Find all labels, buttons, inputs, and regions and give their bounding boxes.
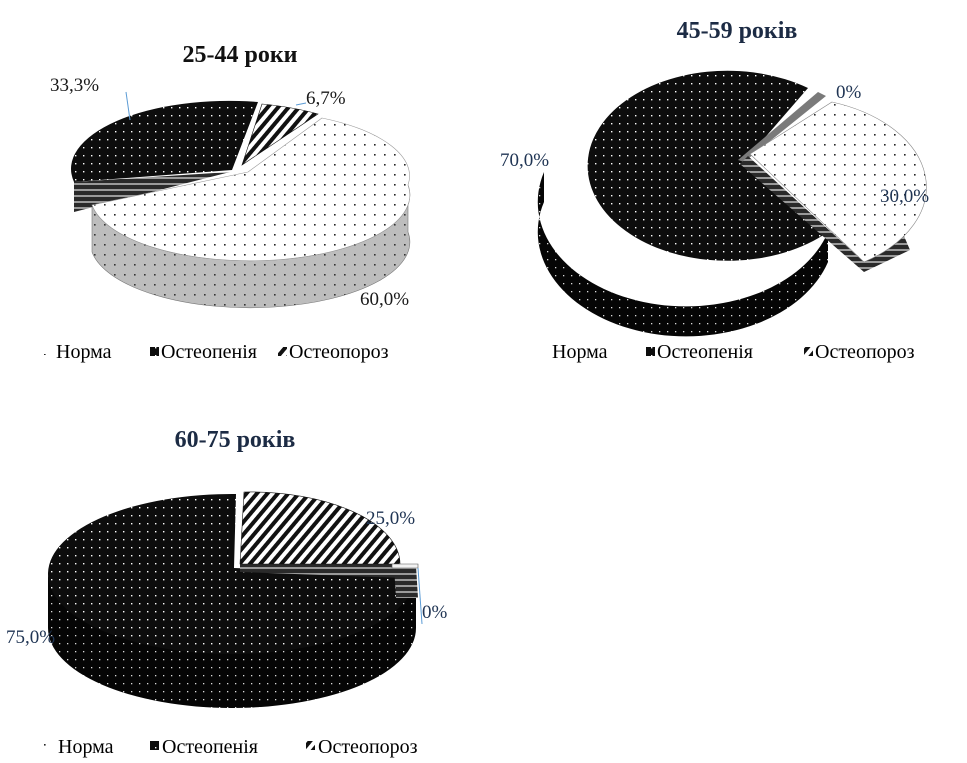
data-label: 6,7% <box>306 88 346 109</box>
legend-label-osteoporoz: Остеопороз <box>318 736 418 758</box>
slice-osteoporoz <box>241 103 319 166</box>
black-swatch-icon <box>646 347 655 356</box>
slice-side-osteopenia <box>48 572 416 708</box>
slice-side-osteopenia <box>537 172 828 337</box>
leader-line <box>295 102 307 106</box>
leader-line <box>125 91 131 121</box>
slice-osteopenia <box>47 493 417 654</box>
data-label: 0% <box>836 82 862 103</box>
data-label: 30,0% <box>880 186 929 207</box>
data-label: 75,0% <box>6 627 55 648</box>
chart-title: 60-75 років <box>175 427 296 453</box>
legend-label-osteopenia: Остеопенія <box>162 736 258 758</box>
dotted-white-swatch-icon <box>40 348 47 355</box>
data-label: 60,0% <box>360 289 409 310</box>
slice-norma-top <box>391 563 419 569</box>
chart-45-59: 45-59 років 0% 70,0% 30,0% Норма Остеопе… <box>500 18 929 363</box>
slice-norma <box>749 101 927 263</box>
black-swatch-icon <box>150 741 159 750</box>
legend-label-norma: Норма <box>58 736 114 758</box>
slice-osteopenia <box>71 100 258 182</box>
legend-label-norma: Норма <box>552 341 608 363</box>
leader-line <box>417 567 423 625</box>
legend-label-norma: Норма <box>56 341 112 363</box>
legend: Норма Остеопенія Остеопороз <box>40 736 418 758</box>
pie-body <box>47 491 419 708</box>
striped-swatch-icon <box>278 347 287 356</box>
data-label: 25,0% <box>366 508 415 529</box>
pie-body <box>537 70 927 337</box>
data-label: 70,0% <box>500 150 549 171</box>
chart-25-44: 25-44 роки 33,3% 6,7% 60,0% Норма Остеоп… <box>40 42 411 363</box>
legend-label-osteopenia: Остеопенія <box>161 341 257 363</box>
slice-norma <box>91 117 411 262</box>
dotted-white-swatch-icon <box>40 743 46 749</box>
slice-osteopenia <box>587 70 828 261</box>
black-swatch-icon <box>150 347 159 356</box>
striped-swatch-icon <box>804 347 813 356</box>
data-label: 0% <box>422 602 448 623</box>
slice-osteoporoz <box>239 491 401 565</box>
slice-osteoporoz <box>738 92 826 162</box>
legend-label-osteoporoz: Остеопороз <box>815 341 915 363</box>
slice-norma <box>394 566 418 598</box>
chart-title: 25-44 роки <box>183 42 298 68</box>
chart-60-75: 60-75 років 25,0% 0% 75,0% Норма Остеопе… <box>6 427 448 758</box>
striped-swatch-icon <box>306 741 315 750</box>
legend-label-osteopenia: Остеопенія <box>657 341 753 363</box>
slice-side-osteoporoz <box>240 564 404 578</box>
pie-body <box>71 100 411 309</box>
dotted-white-swatch-icon <box>538 349 544 355</box>
chart-title: 45-59 років <box>677 18 798 44</box>
legend: Норма Остеопенія Остеопороз <box>538 341 915 363</box>
legend-label-osteoporoz: Остеопороз <box>289 341 389 363</box>
data-label: 33,3% <box>50 75 99 96</box>
legend: Норма Остеопенія Остеопороз <box>40 341 389 363</box>
slice-side-norma <box>740 156 910 272</box>
